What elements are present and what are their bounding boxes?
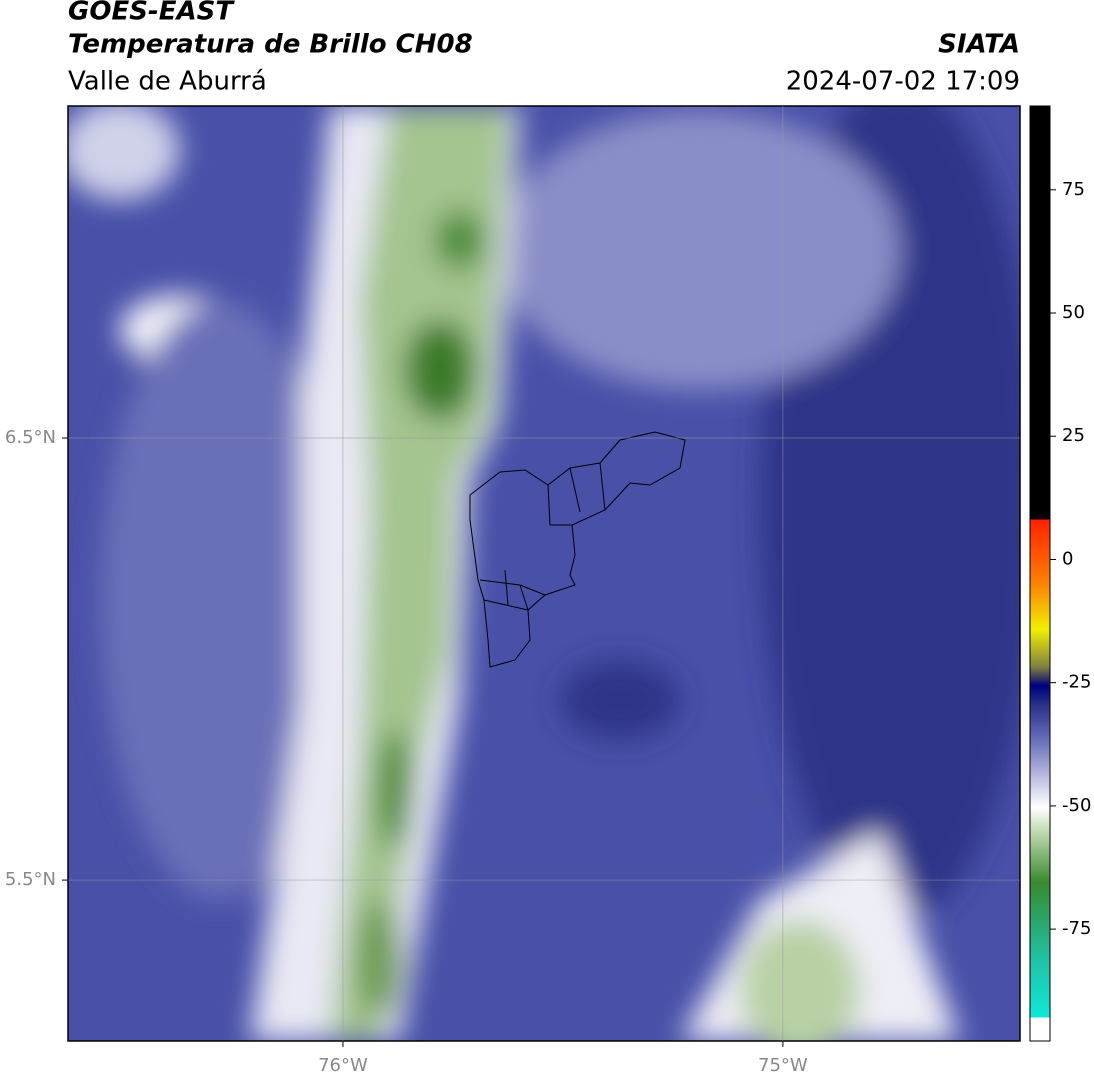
datetime: 2024-07-02 17:09 [786, 67, 1020, 97]
colorbar-tick-label: 0 [1062, 548, 1073, 569]
subtitle: Temperatura de Brillo CH08 [68, 30, 473, 60]
satellite-image [68, 106, 1020, 1041]
colorbar-tick-label: 50 [1062, 302, 1085, 323]
lat-tick-label: 6.5°N [5, 427, 56, 448]
colorbar-tick-label: -75 [1062, 918, 1091, 939]
title: GOES-EAST [68, 0, 235, 27]
region: Valle de Aburrá [68, 67, 267, 97]
lon-tick-label: 75°W [758, 1055, 808, 1076]
lat-tick-label: 5.5°N [5, 869, 56, 890]
colorbar [1029, 105, 1051, 1042]
lon-tick-label: 76°W [318, 1055, 368, 1076]
source: SIATA [938, 30, 1020, 60]
map-frame [67, 105, 1021, 1042]
colorbar-tick-label: -25 [1062, 672, 1091, 693]
colorbar-tick-label: -50 [1062, 795, 1091, 816]
colorbar-tick-label: 25 [1062, 425, 1085, 446]
colorbar-tick-label: 75 [1062, 179, 1085, 200]
